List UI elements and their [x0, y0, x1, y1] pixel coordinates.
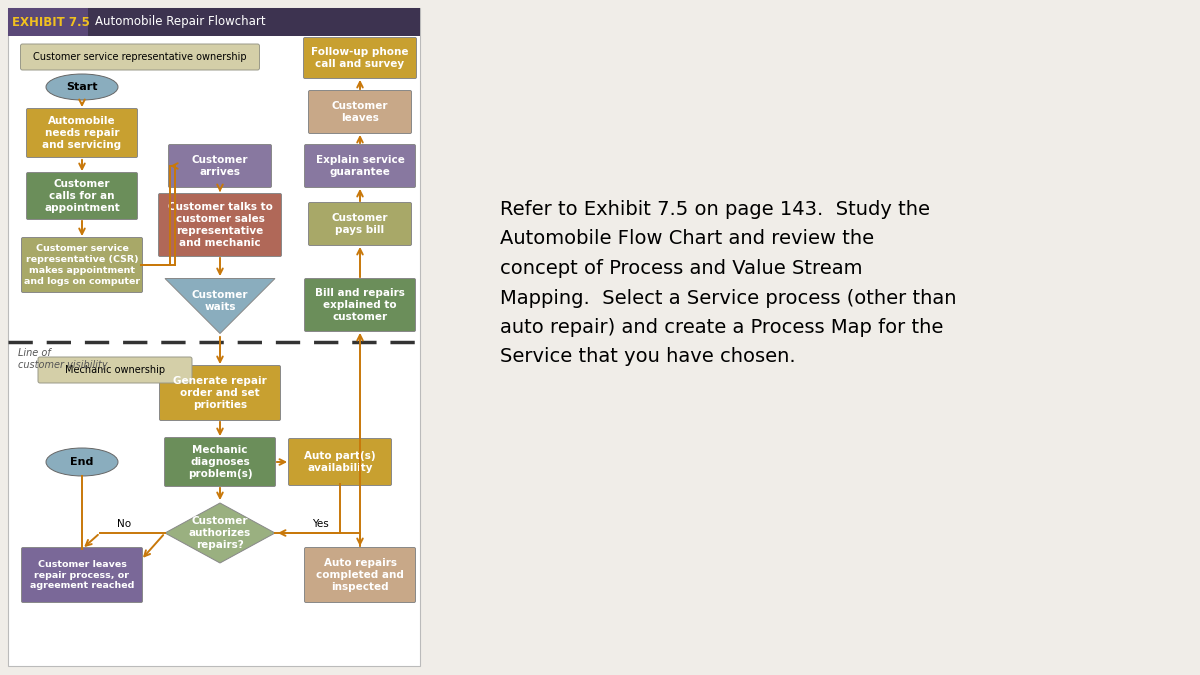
Text: No: No: [116, 519, 131, 529]
FancyBboxPatch shape: [26, 109, 138, 157]
FancyBboxPatch shape: [305, 144, 415, 188]
FancyBboxPatch shape: [22, 547, 143, 603]
Text: End: End: [71, 457, 94, 467]
Text: Refer to Exhibit 7.5 on page 143.  Study the
Automobile Flow Chart and review th: Refer to Exhibit 7.5 on page 143. Study …: [500, 200, 956, 367]
FancyBboxPatch shape: [20, 44, 259, 70]
FancyBboxPatch shape: [8, 8, 420, 36]
FancyBboxPatch shape: [305, 547, 415, 603]
Polygon shape: [166, 503, 275, 563]
FancyBboxPatch shape: [22, 238, 143, 292]
Text: Customer
arrives: Customer arrives: [192, 155, 248, 177]
Text: Customer
leaves: Customer leaves: [331, 101, 389, 123]
FancyBboxPatch shape: [305, 279, 415, 331]
Polygon shape: [166, 279, 275, 333]
Text: Mechanic
diagnoses
problem(s): Mechanic diagnoses problem(s): [187, 445, 252, 479]
Text: Auto repairs
completed and
inspected: Auto repairs completed and inspected: [316, 558, 404, 592]
FancyBboxPatch shape: [308, 202, 412, 246]
Text: Customer
authorizes
repairs?: Customer authorizes repairs?: [188, 516, 251, 549]
Text: Generate repair
order and set
priorities: Generate repair order and set priorities: [173, 376, 266, 410]
Text: Explain service
guarantee: Explain service guarantee: [316, 155, 404, 177]
Text: Start: Start: [66, 82, 97, 92]
Ellipse shape: [46, 74, 118, 100]
Text: Bill and repairs
explained to
customer: Bill and repairs explained to customer: [316, 288, 404, 322]
FancyBboxPatch shape: [26, 173, 138, 219]
FancyBboxPatch shape: [158, 194, 282, 256]
FancyBboxPatch shape: [308, 90, 412, 134]
FancyBboxPatch shape: [288, 439, 391, 485]
FancyBboxPatch shape: [168, 144, 271, 188]
Text: Customer talks to
customer sales
representative
and mechanic: Customer talks to customer sales represe…: [168, 202, 272, 248]
Text: Yes: Yes: [312, 519, 329, 529]
Text: Customer leaves
repair process, or
agreement reached: Customer leaves repair process, or agree…: [30, 560, 134, 590]
Text: Customer service representative ownership: Customer service representative ownershi…: [34, 52, 247, 62]
Text: EXHIBIT 7.5: EXHIBIT 7.5: [12, 16, 90, 28]
FancyBboxPatch shape: [304, 38, 416, 78]
Text: Automobile Repair Flowchart: Automobile Repair Flowchart: [95, 16, 265, 28]
FancyBboxPatch shape: [164, 437, 276, 487]
Text: Customer
waits: Customer waits: [192, 290, 248, 312]
Text: Line of
customer visibility: Line of customer visibility: [18, 348, 108, 370]
FancyBboxPatch shape: [38, 357, 192, 383]
Text: Customer
pays bill: Customer pays bill: [331, 213, 389, 235]
Text: Follow-up phone
call and survey: Follow-up phone call and survey: [311, 47, 409, 69]
Ellipse shape: [46, 448, 118, 476]
Text: Customer
calls for an
appointment: Customer calls for an appointment: [44, 179, 120, 213]
FancyBboxPatch shape: [8, 8, 88, 36]
Text: Mechanic ownership: Mechanic ownership: [65, 365, 166, 375]
Text: Auto part(s)
availability: Auto part(s) availability: [304, 451, 376, 473]
Text: Automobile
needs repair
and servicing: Automobile needs repair and servicing: [42, 116, 121, 150]
FancyBboxPatch shape: [160, 365, 281, 421]
Text: Customer service
representative (CSR)
makes appointment
and logs on computer: Customer service representative (CSR) ma…: [24, 244, 140, 286]
FancyBboxPatch shape: [8, 8, 420, 666]
